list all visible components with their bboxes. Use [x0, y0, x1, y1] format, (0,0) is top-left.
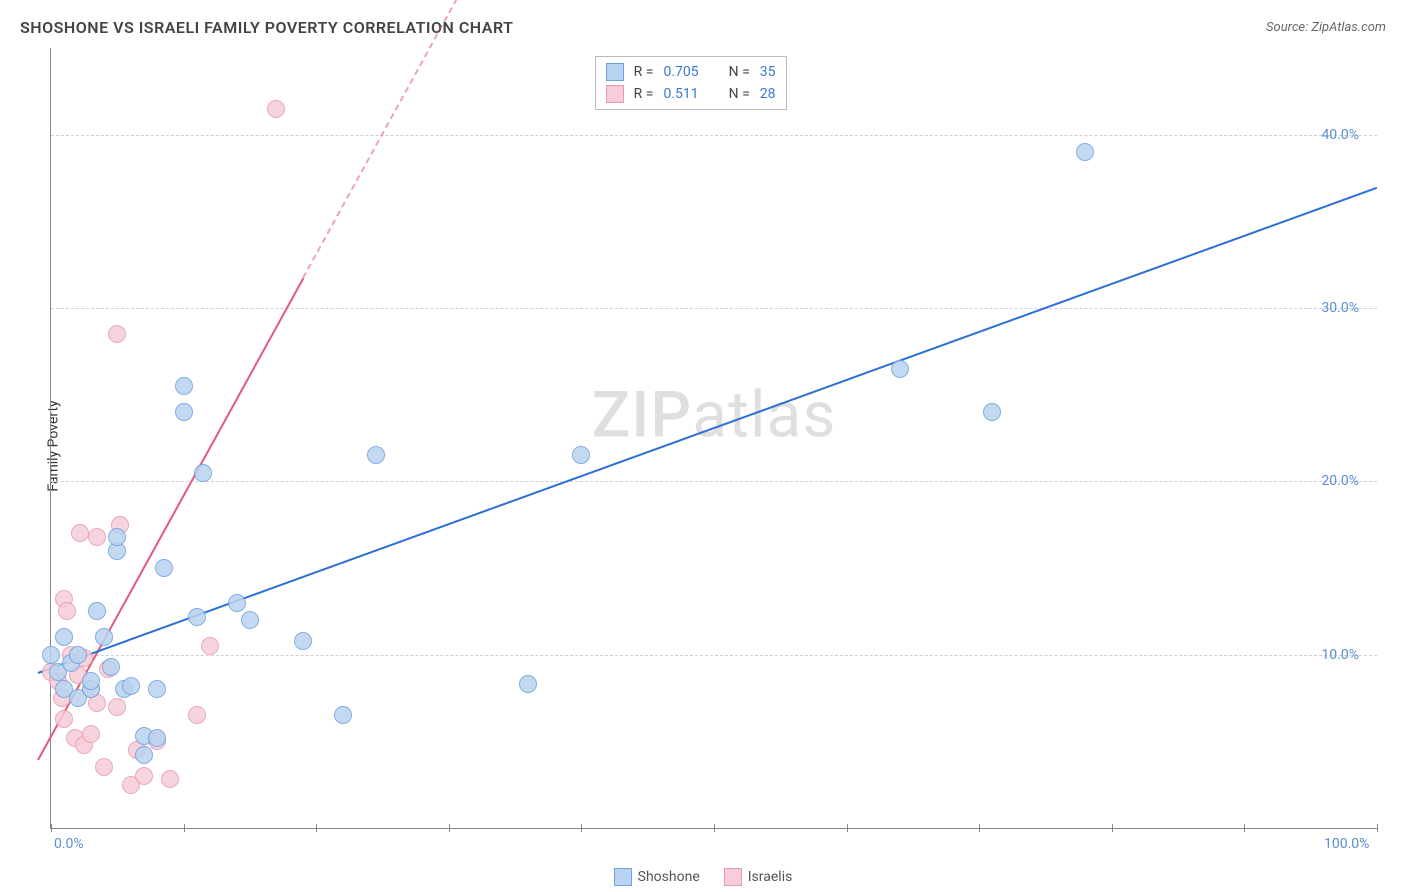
legend-label: Shoshone	[638, 869, 700, 885]
gridline	[51, 481, 1377, 482]
data-point	[58, 602, 76, 620]
legend-row: R = 0.705 N = 35	[606, 61, 776, 83]
x-tick	[51, 824, 52, 832]
legend-r-label: R =	[634, 86, 654, 102]
legend-item: Shoshone	[614, 868, 700, 886]
data-point	[519, 675, 537, 693]
data-point	[135, 746, 153, 764]
data-point	[367, 446, 385, 464]
data-point	[175, 403, 193, 421]
legend-row: R = 0.511 N = 28	[606, 83, 776, 105]
y-tick-label: 30.0%	[1321, 300, 1359, 316]
y-tick-label: 20.0%	[1321, 473, 1359, 489]
legend-bottom: Shoshone Israelis	[0, 868, 1406, 886]
data-point	[334, 706, 352, 724]
data-point	[891, 360, 909, 378]
data-point	[194, 464, 212, 482]
data-point	[95, 758, 113, 776]
y-tick-label: 40.0%	[1321, 127, 1359, 143]
chart-container: SHOSHONE VS ISRAELI FAMILY POVERTY CORRE…	[0, 0, 1406, 892]
data-point	[122, 677, 140, 695]
y-tick-label: 10.0%	[1321, 647, 1359, 663]
data-point	[135, 767, 153, 785]
data-point	[55, 710, 73, 728]
x-tick	[449, 824, 450, 832]
data-point	[102, 658, 120, 676]
chart-header: SHOSHONE VS ISRAELI FAMILY POVERTY CORRE…	[20, 12, 1386, 42]
data-point	[71, 524, 89, 542]
legend-n-label: N =	[729, 86, 750, 102]
legend-swatch	[724, 868, 742, 886]
data-point	[175, 377, 193, 395]
x-tick	[1244, 824, 1245, 832]
x-tick	[1377, 824, 1378, 832]
x-tick	[847, 824, 848, 832]
legend-label: Israelis	[748, 869, 793, 885]
data-point	[1076, 143, 1094, 161]
legend-n-label: N =	[729, 64, 750, 80]
x-tick	[979, 824, 980, 832]
data-point	[82, 672, 100, 690]
x-tick	[581, 824, 582, 832]
data-point	[108, 528, 126, 546]
legend-n-value: 28	[760, 86, 776, 102]
data-point	[983, 403, 1001, 421]
x-tick	[1112, 824, 1113, 832]
data-point	[42, 646, 60, 664]
data-point	[188, 706, 206, 724]
legend-swatch	[606, 85, 624, 103]
chart-source: Source: ZipAtlas.com	[1266, 20, 1386, 35]
legend-r-value: 0.705	[663, 64, 698, 80]
x-tick-label: 0.0%	[54, 836, 84, 852]
data-point	[82, 725, 100, 743]
data-point	[148, 729, 166, 747]
data-point	[161, 770, 179, 788]
watermark: ZIPatlas	[592, 377, 837, 452]
x-tick-label: 100.0%	[1324, 836, 1369, 852]
data-point	[108, 325, 126, 343]
data-point	[95, 628, 113, 646]
gridline	[51, 655, 1377, 656]
data-point	[88, 602, 106, 620]
data-point	[572, 446, 590, 464]
data-point	[88, 528, 106, 546]
x-tick	[184, 824, 185, 832]
legend-r-value: 0.511	[663, 86, 698, 102]
data-point	[55, 628, 73, 646]
legend-n-value: 35	[760, 64, 776, 80]
legend-swatch	[606, 63, 624, 81]
legend-item: Israelis	[724, 868, 793, 886]
gridline	[51, 308, 1377, 309]
data-point	[108, 698, 126, 716]
plot-area: ZIPatlas 10.0% 20.0% 30.0% 40.0% R = 0.705 N =…	[50, 48, 1377, 829]
data-point	[188, 608, 206, 626]
data-point	[294, 632, 312, 650]
legend-r-label: R =	[634, 64, 654, 80]
data-point	[155, 559, 173, 577]
data-point	[148, 680, 166, 698]
data-point	[201, 637, 219, 655]
correlation-legend: R = 0.705 N = 35 R = 0.511 N = 28	[595, 56, 787, 110]
data-point	[267, 100, 285, 118]
data-point	[228, 594, 246, 612]
x-tick	[316, 824, 317, 832]
legend-swatch	[614, 868, 632, 886]
data-point	[241, 611, 259, 629]
x-tick	[714, 824, 715, 832]
gridline	[51, 135, 1377, 136]
trend-line	[37, 278, 304, 760]
data-point	[69, 646, 87, 664]
